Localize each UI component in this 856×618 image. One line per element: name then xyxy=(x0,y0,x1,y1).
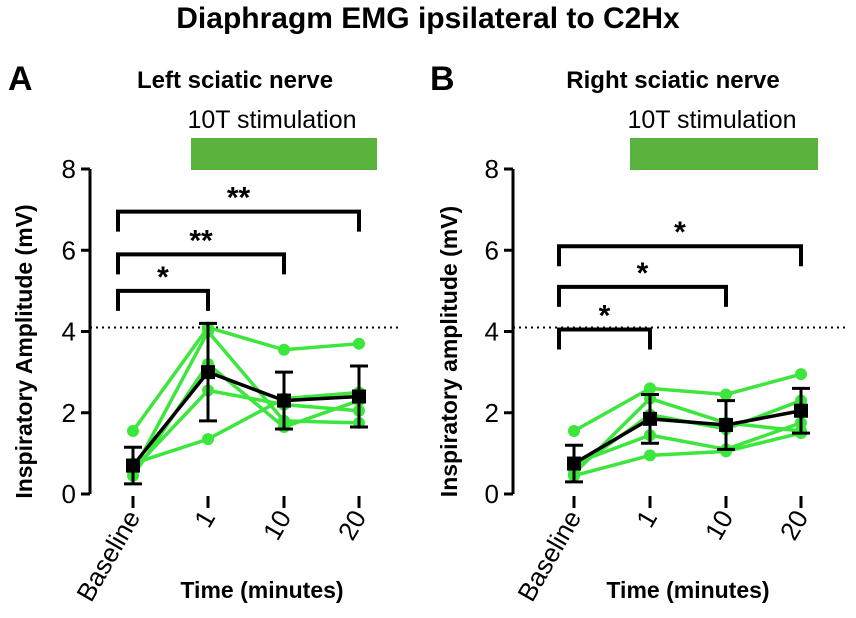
y-tick-label: 2 xyxy=(62,398,76,428)
mean-data-point xyxy=(567,456,581,471)
significance-bracket xyxy=(557,284,728,307)
y-tick-label: 8 xyxy=(485,154,499,184)
significance-bracket xyxy=(116,209,361,232)
x-tick-label: Baseline xyxy=(70,505,146,606)
mean-data-point xyxy=(126,458,140,473)
stimulation-label: 10T stimulation xyxy=(627,106,796,134)
individual-series-line xyxy=(131,388,360,471)
mean-data-point xyxy=(352,389,366,404)
individual-series-line xyxy=(573,431,802,478)
y-tick-label: 4 xyxy=(485,317,499,347)
y-axis-label: Inspiratory Amplitude (mV) xyxy=(11,204,37,498)
stimulation-bar xyxy=(191,138,377,170)
mean-data-point xyxy=(719,417,733,432)
mean-series-line xyxy=(573,408,802,466)
x-axis-label: Time (minutes) xyxy=(606,577,769,603)
individual-series-line xyxy=(131,328,360,473)
y-tick-label: 0 xyxy=(62,479,76,509)
mean-data-point xyxy=(277,393,291,408)
y-axis-label: Inspiratory amplitude (mV) xyxy=(436,206,462,497)
y-tick-label: 0 xyxy=(485,479,499,509)
panel-label: A xyxy=(8,60,33,98)
individual-series-line xyxy=(572,396,802,475)
mean-data-point xyxy=(794,403,808,418)
panel-title: Left sciatic nerve xyxy=(137,67,333,94)
y-tick-label: 2 xyxy=(485,398,499,428)
individual-data-point xyxy=(644,382,656,395)
individual-data-point xyxy=(795,368,807,381)
y-tick-label: 6 xyxy=(62,235,76,265)
x-tick-label: 10 xyxy=(699,505,739,545)
individual-data-point xyxy=(568,425,580,438)
panel-b: B Right sciatic nerve 10T stimulation 0 2 4 6 8… xyxy=(430,60,848,606)
significance-label: ** xyxy=(189,224,213,257)
x-tick-label: 20 xyxy=(332,505,372,545)
individual-data-point xyxy=(278,343,290,356)
x-tick-label: 1 xyxy=(630,505,663,533)
mean-data-point xyxy=(643,411,657,426)
x-tick-label: 1 xyxy=(188,505,221,533)
y-tick-label: 6 xyxy=(485,235,499,265)
figure-title: Diaphragm EMG ipsilateral to C2Hx xyxy=(176,2,680,35)
individual-data-point xyxy=(127,425,139,438)
stimulation-bar xyxy=(630,138,818,170)
x-tick-label: 20 xyxy=(774,505,814,545)
individual-series-line xyxy=(573,372,802,433)
significance-label: * xyxy=(674,216,686,249)
panel-label: B xyxy=(430,60,455,98)
significance-bracket xyxy=(116,288,210,311)
individual-series-line xyxy=(132,390,360,466)
x-tick-label: 10 xyxy=(257,505,297,545)
y-tick-label: 8 xyxy=(62,154,76,184)
significance-label: * xyxy=(157,261,169,294)
individual-series-line xyxy=(131,325,360,433)
significance-label: * xyxy=(599,299,611,332)
significance-bracket xyxy=(557,244,803,267)
individual-series-line xyxy=(573,421,802,466)
individual-data-point xyxy=(644,449,656,462)
stimulation-label: 10T stimulation xyxy=(187,106,356,134)
significance-label: * xyxy=(637,257,649,290)
x-tick-label: Baseline xyxy=(511,505,587,606)
significance-bracket xyxy=(557,327,652,350)
panel-title: Right sciatic nerve xyxy=(566,67,779,94)
mean-series-line xyxy=(131,370,360,467)
individual-data-point xyxy=(202,433,214,446)
individual-data-point xyxy=(720,388,732,401)
significance-bracket xyxy=(116,252,286,275)
mean-data-point xyxy=(201,365,215,380)
y-tick-label: 4 xyxy=(62,317,76,347)
x-axis-label: Time (minutes) xyxy=(180,577,343,603)
panel-a: A Left sciatic nerve 10T stimulation 0 2 4 6 8I… xyxy=(8,60,400,606)
individual-data-point xyxy=(353,337,365,350)
significance-label: ** xyxy=(227,182,251,215)
